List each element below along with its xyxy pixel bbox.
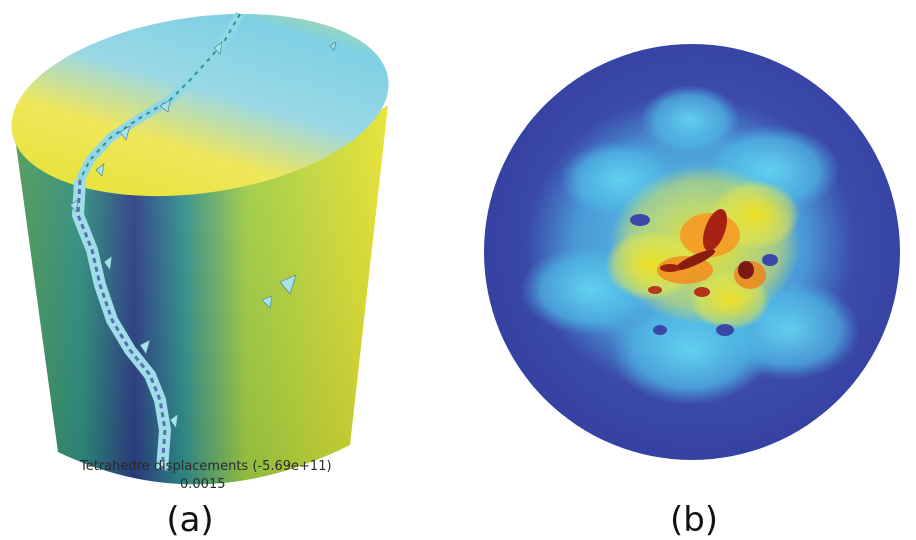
cylinder-render: Tetrahedre displacements (-5.69e+11) 0.0… bbox=[11, 11, 389, 492]
dark-pockets bbox=[630, 214, 778, 336]
disk-heatmap-figure bbox=[470, 30, 916, 490]
displacement-legend-value: 0.0015 bbox=[180, 477, 226, 492]
cylinder-displacement-figure: Tetrahedre displacements (-5.69e+11) 0.0… bbox=[0, 0, 460, 500]
crack-fragments bbox=[69, 41, 337, 429]
displacement-legend-title: Tetrahedre displacements (-5.69e+11) bbox=[79, 459, 332, 474]
caption-b: (b) bbox=[669, 500, 719, 540]
disk-heatmap bbox=[484, 44, 900, 460]
caption-a: (a) bbox=[166, 500, 214, 540]
cylinder-top-face bbox=[11, 13, 389, 197]
hot-spots bbox=[648, 209, 766, 297]
